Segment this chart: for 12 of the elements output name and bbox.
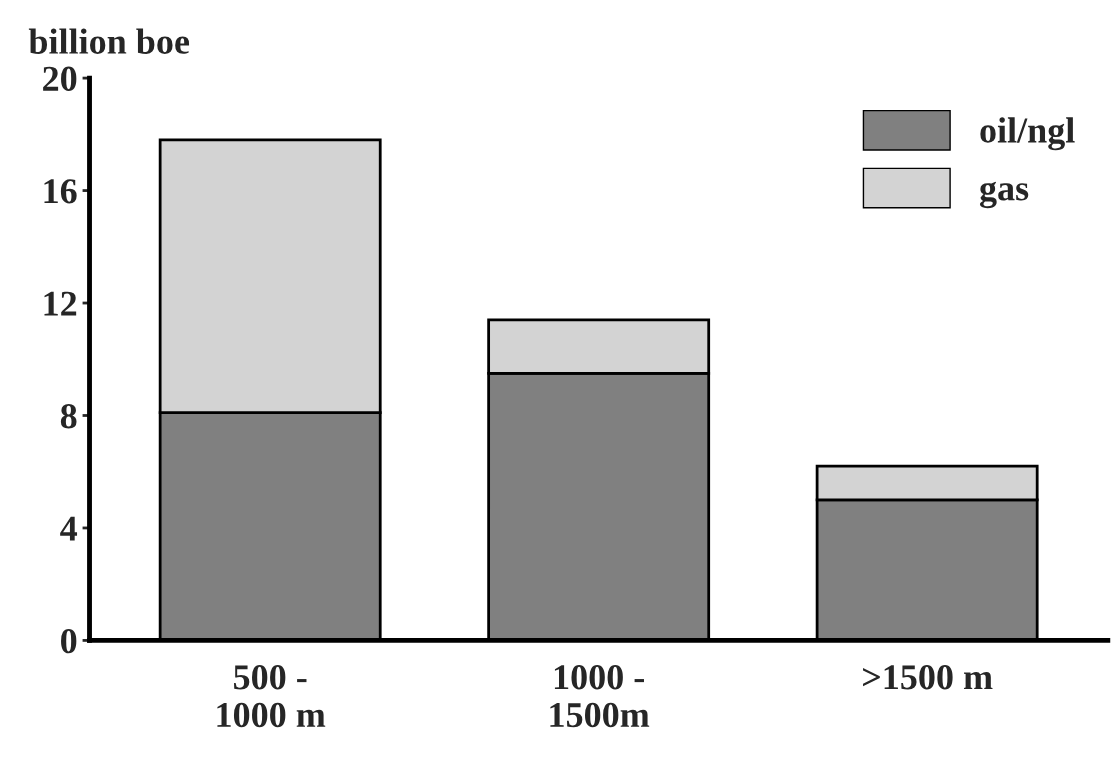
legend-label: oil/ngl	[980, 117, 1075, 151]
y-tick-label: 16	[44, 179, 77, 204]
legend-label: gas	[979, 181, 1029, 209]
x-tick-label: 500 - 1000 m	[217, 665, 326, 728]
y-axis-title: billion boe	[28, 28, 190, 54]
x-tick-label: 1000 - 1500m	[550, 665, 650, 728]
y-tick-label: 20	[43, 66, 77, 91]
y-tick-label: 0	[61, 628, 77, 654]
y-tick-label: 12	[44, 291, 77, 316]
y-tick-label: 8	[60, 404, 77, 429]
y-tick-label: 4	[60, 516, 78, 541]
x-tick-label: >1500 m	[863, 665, 993, 690]
